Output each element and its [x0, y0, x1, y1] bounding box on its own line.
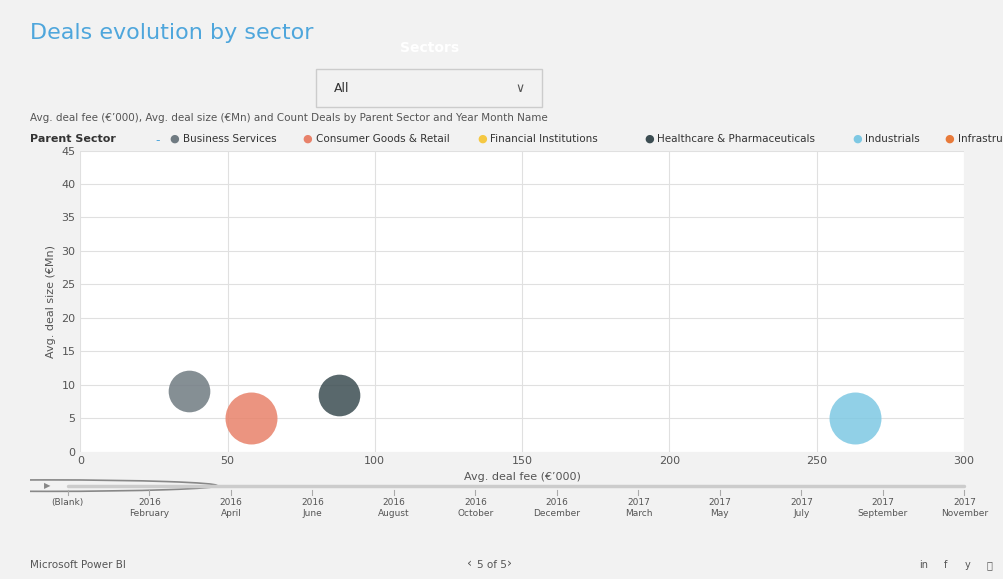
Text: ●: ●	[170, 134, 180, 144]
Text: ●: ●	[303, 134, 312, 144]
Text: 2016
June: 2016 June	[301, 499, 324, 518]
Text: ●: ●	[852, 134, 862, 144]
Text: Parent Sector: Parent Sector	[30, 134, 116, 144]
Y-axis label: Avg. deal size (€Mn): Avg. deal size (€Mn)	[46, 244, 56, 358]
Text: 2017
September: 2017 September	[857, 499, 907, 518]
Text: 5 of 5: 5 of 5	[476, 560, 507, 570]
Text: 2017
July: 2017 July	[789, 499, 812, 518]
X-axis label: Avg. deal fee (€’000): Avg. deal fee (€’000)	[463, 472, 580, 482]
Text: ●: ●	[944, 134, 954, 144]
Text: 2016
October: 2016 October	[456, 499, 493, 518]
Text: ∨: ∨	[515, 82, 524, 95]
Text: 2016
February: 2016 February	[129, 499, 170, 518]
Text: 2016
December: 2016 December	[533, 499, 580, 518]
Point	[182, 387, 198, 396]
Text: f: f	[943, 560, 947, 570]
Text: 2017
May: 2017 May	[708, 499, 730, 518]
Text: ●: ●	[644, 134, 653, 144]
Text: y: y	[964, 560, 970, 570]
Text: Avg. deal fee (€’000), Avg. deal size (€Mn) and Count Deals by Parent Sector and: Avg. deal fee (€’000), Avg. deal size (€…	[30, 113, 548, 123]
Text: 2016
August: 2016 August	[378, 499, 409, 518]
Text: ▶: ▶	[44, 481, 50, 490]
Text: Consumer Goods & Retail: Consumer Goods & Retail	[316, 134, 449, 144]
Text: Microsoft Power BI: Microsoft Power BI	[30, 560, 125, 570]
Text: Business Services: Business Services	[183, 134, 276, 144]
Text: 2017
November: 2017 November	[940, 499, 987, 518]
Text: ●: ●	[476, 134, 486, 144]
Text: Financial Institutions: Financial Institutions	[489, 134, 597, 144]
Text: 2017
March: 2017 March	[624, 499, 652, 518]
Text: Industrials: Industrials	[865, 134, 920, 144]
Text: ⧉: ⧉	[986, 560, 992, 570]
Text: -: -	[155, 134, 159, 147]
Text: ‹: ‹	[466, 558, 471, 570]
Text: Infrastructure: Infrastructure	[957, 134, 1003, 144]
Text: 2016
April: 2016 April	[220, 499, 242, 518]
Text: Sectors: Sectors	[399, 41, 458, 55]
Point	[243, 413, 259, 423]
Point	[331, 390, 347, 400]
Text: Deals evolution by sector: Deals evolution by sector	[30, 23, 313, 43]
Text: ›: ›	[507, 558, 512, 570]
Text: Healthcare & Pharmaceuticals: Healthcare & Pharmaceuticals	[657, 134, 814, 144]
Text: (Blank): (Blank)	[52, 499, 84, 507]
Text: All: All	[334, 82, 349, 95]
Text: in: in	[919, 560, 927, 570]
Point	[846, 413, 862, 423]
